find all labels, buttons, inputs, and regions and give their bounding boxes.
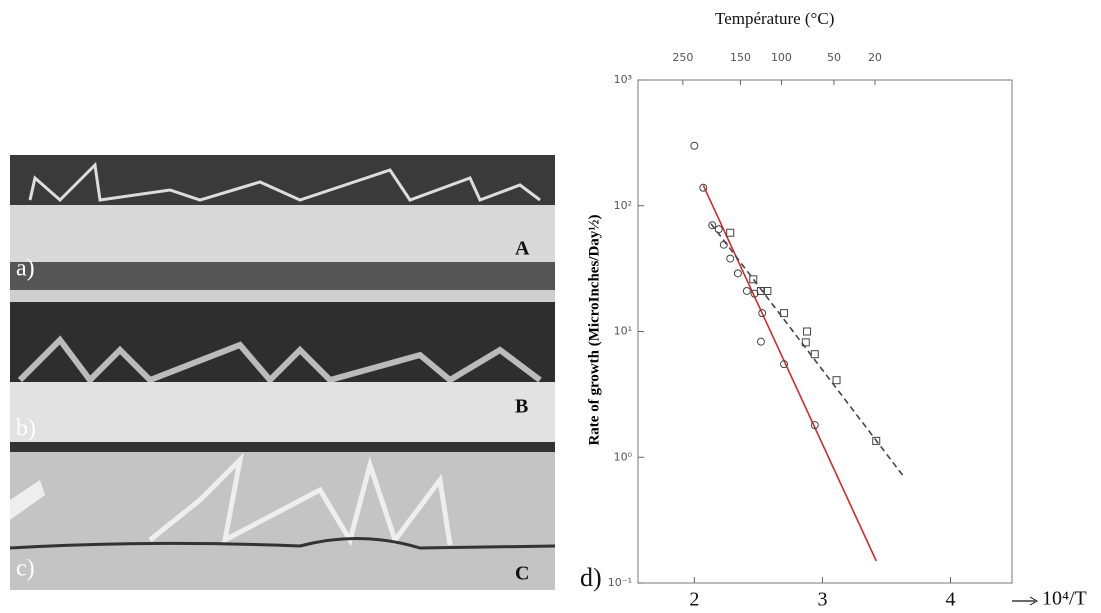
layer-b (10, 382, 555, 442)
y-axis-label: Rate of growth (MicroInches/Day½) (586, 214, 602, 445)
micrograph-labels: a) b) c) A B C (16, 238, 530, 585)
point (763, 286, 772, 295)
point (708, 221, 717, 230)
point (756, 286, 765, 295)
y-tick-label: 10⁰ (614, 450, 633, 463)
x2-tick-label: 20 (868, 51, 882, 64)
point (803, 327, 812, 336)
point (742, 286, 751, 295)
layer-c (10, 452, 555, 590)
layer-dark (10, 442, 555, 452)
point (726, 254, 735, 263)
point (810, 350, 819, 359)
y-tick-label: 10² (614, 199, 632, 212)
point (801, 338, 810, 347)
point (726, 228, 735, 237)
whiskers (148, 452, 453, 547)
x2-tick-label: 150 (730, 51, 751, 64)
x-tick-label: 4 (946, 589, 956, 611)
y-tick-label: 10¹ (614, 325, 632, 338)
micrograph (9, 155, 556, 590)
fit-line (710, 223, 906, 478)
point (750, 289, 759, 298)
panel-label: c) (16, 556, 35, 582)
interface (9, 537, 556, 550)
point (719, 240, 728, 249)
layer-dark (10, 155, 555, 205)
x2-tick-label: 250 (672, 51, 693, 64)
x2-tick-label: 100 (771, 51, 792, 64)
point (872, 436, 881, 445)
whiskers (28, 161, 541, 203)
crystals (17, 335, 542, 385)
point (699, 183, 708, 192)
point (756, 337, 765, 346)
x-axis-label: 10⁴/T (1042, 588, 1087, 610)
panel-label: a) (16, 256, 35, 282)
point (810, 421, 819, 430)
x-tick-label: 3 (817, 589, 827, 611)
point (780, 309, 789, 318)
layer-label: B (515, 396, 528, 418)
point (749, 275, 758, 284)
point (832, 376, 841, 385)
point (780, 360, 789, 369)
point (733, 269, 742, 278)
panel-label: b) (16, 416, 36, 442)
whisker (10, 480, 45, 520)
x-tick-label: 2 (689, 589, 699, 611)
layer-label: C (515, 563, 529, 585)
point (758, 309, 767, 318)
layer-light (10, 290, 555, 302)
y-tick-label: 10³ (614, 73, 632, 86)
x2-axis-label: Température (°C) (715, 9, 834, 28)
y-tick-label: 10⁻¹ (608, 576, 632, 589)
point (690, 141, 699, 150)
x2-tick-label: 50 (827, 51, 841, 64)
layer-a (10, 205, 555, 262)
axis-arrow (1029, 596, 1039, 606)
panel-label: d) (580, 563, 602, 592)
fit-line (702, 185, 877, 562)
point (714, 225, 723, 234)
layer-label: A (515, 238, 530, 260)
plot-frame (637, 79, 1013, 584)
layer-dark (10, 262, 555, 290)
